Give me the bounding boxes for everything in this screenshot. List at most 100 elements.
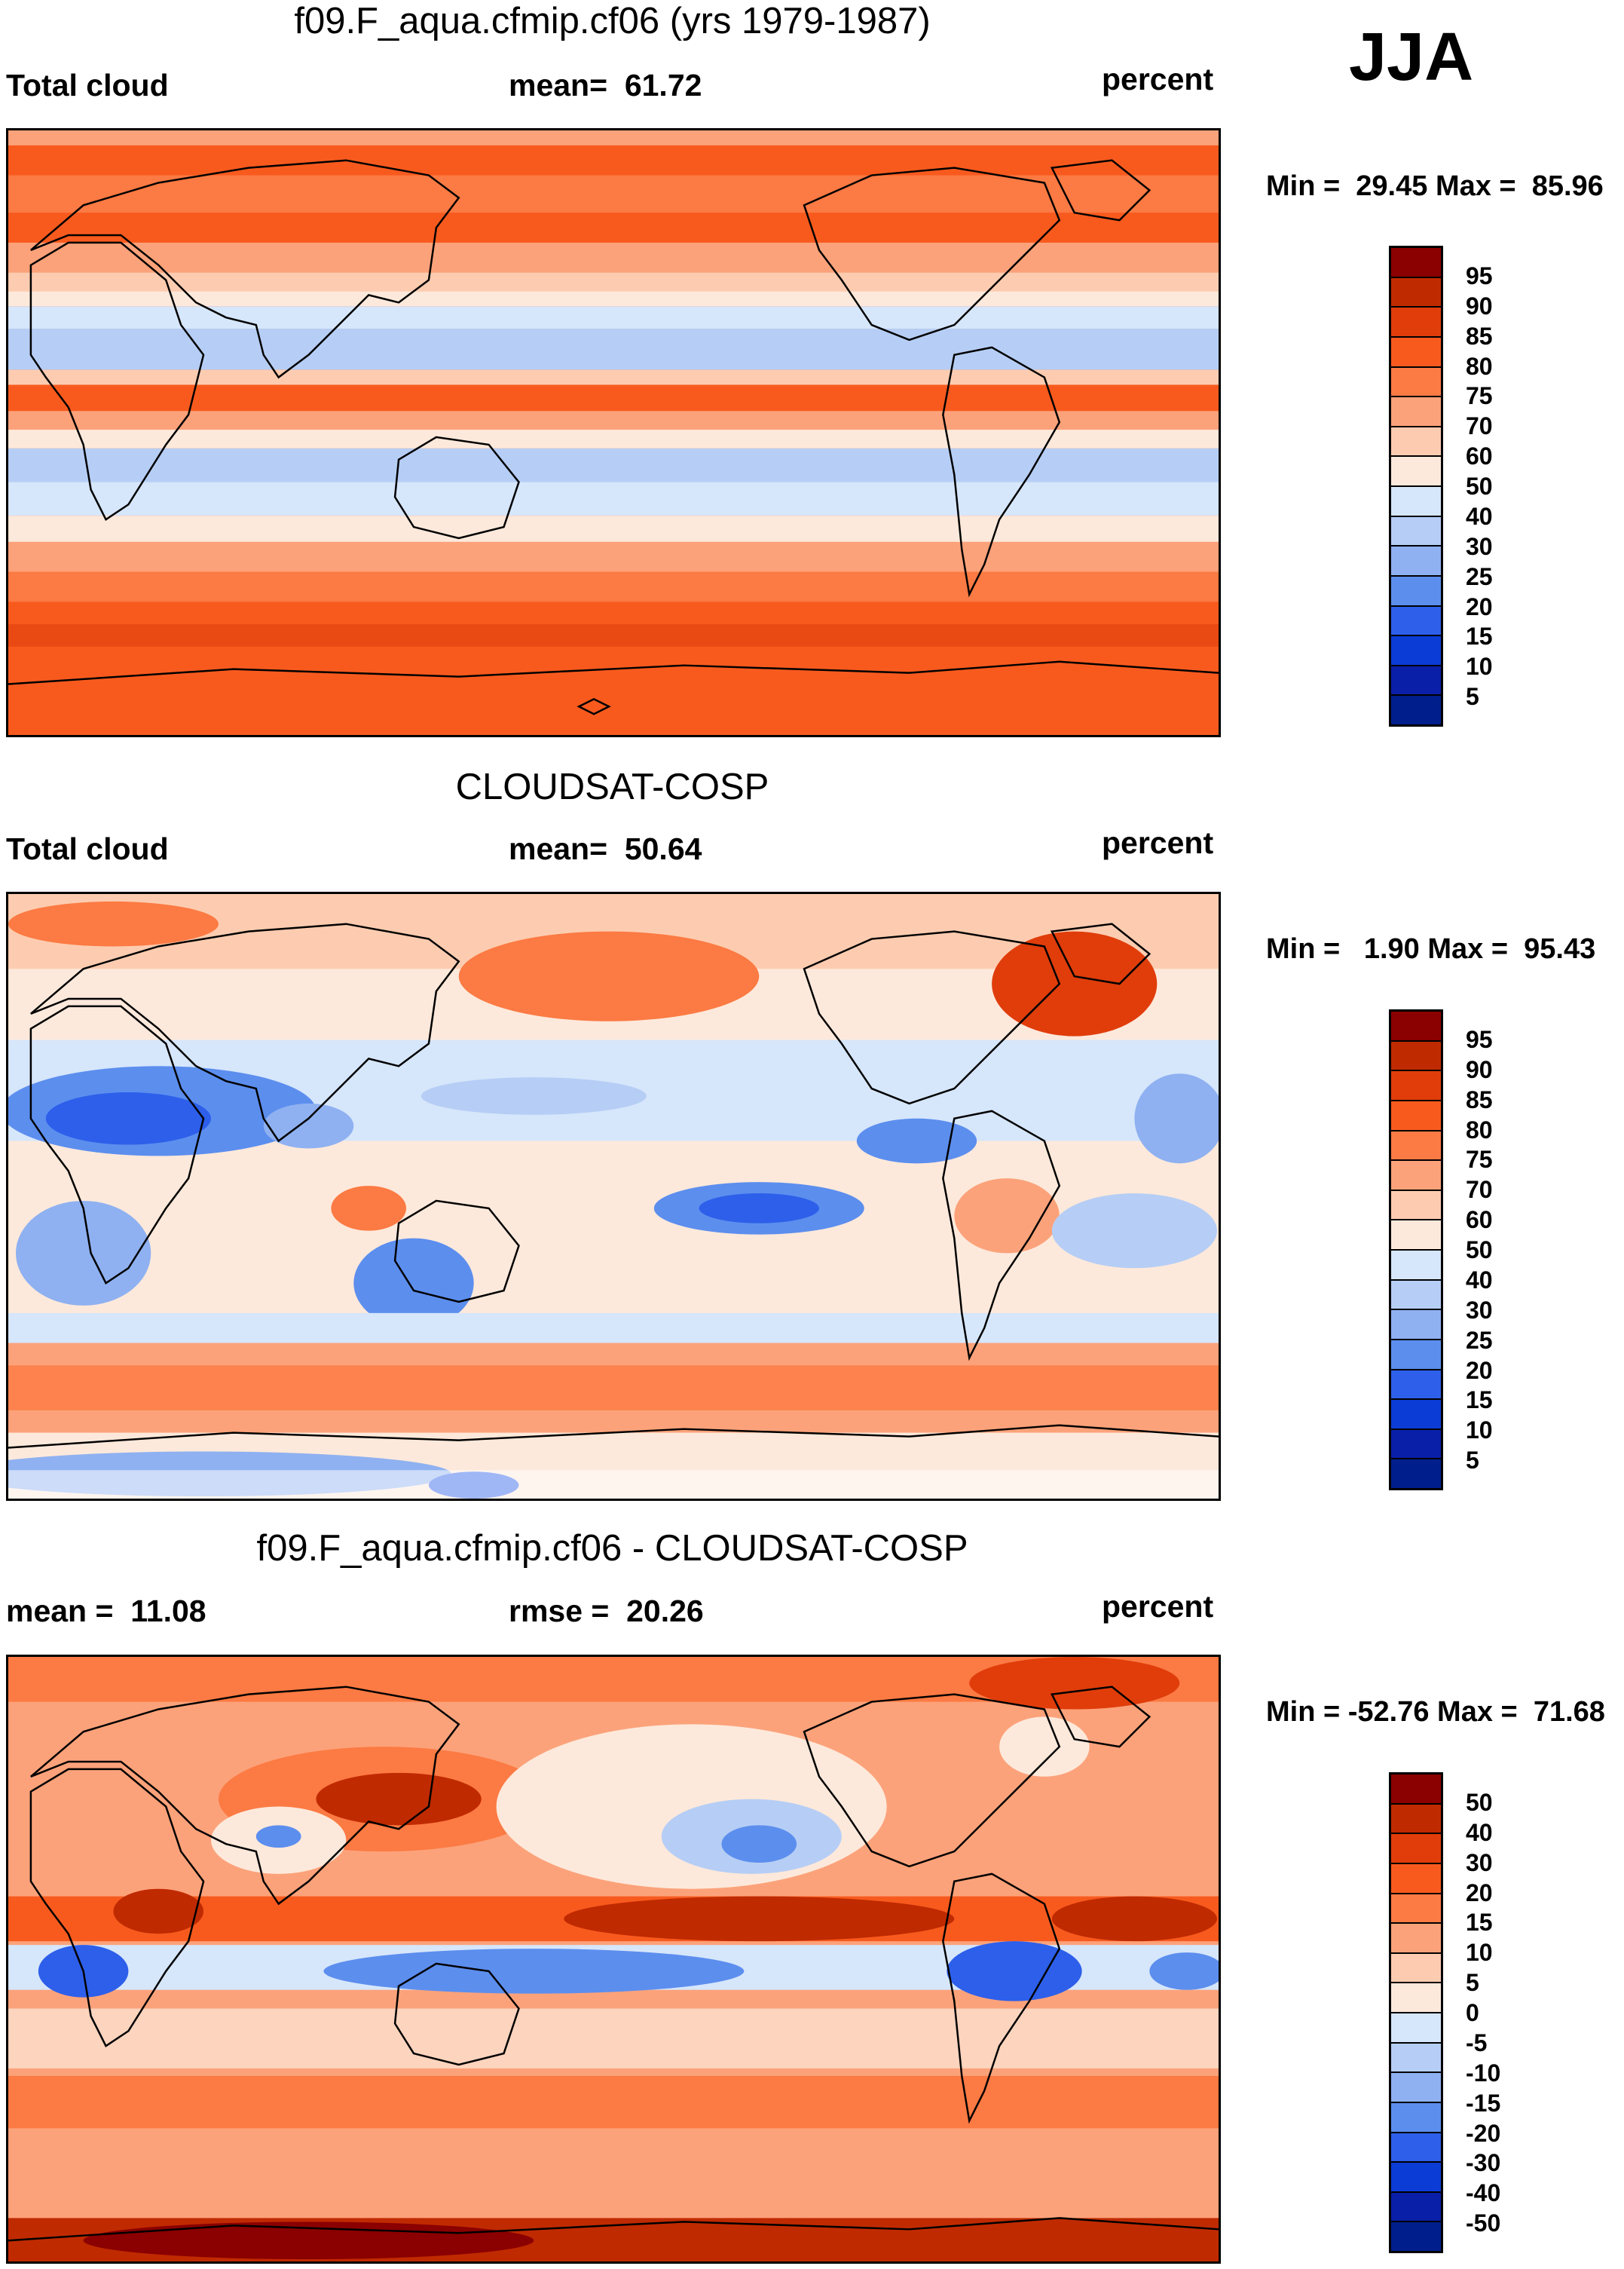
colorbar-tick-label: 90 <box>1466 1055 1493 1083</box>
panel-1-title: f09.F_aqua.cfmip.cf06 (yrs 1979-1987) <box>294 1 931 41</box>
panel-3-units-label: percent <box>1102 1589 1214 1624</box>
colorbar-tick-label: 30 <box>1466 532 1493 560</box>
colorbar-tick-label: 15 <box>1466 1909 1493 1937</box>
colorbar-tick-label: 80 <box>1466 1116 1493 1144</box>
colorbar-cell <box>1391 457 1441 487</box>
colorbar-tick-label: 0 <box>1466 1999 1479 2026</box>
colorbar-tick-label: -15 <box>1466 2089 1501 2117</box>
panel-1-minmax: Min = 29.45 Max = 85.96 <box>1266 170 1604 202</box>
panel-3-map <box>6 1655 1221 2264</box>
colorbar-tick-label: -40 <box>1466 2179 1501 2207</box>
colorbar-tick-label: 50 <box>1466 473 1493 500</box>
colorbar-cell <box>1391 1190 1441 1221</box>
colorbar-cell <box>1391 2163 1441 2193</box>
colorbar-cell <box>1391 1071 1441 1101</box>
colorbar-cell <box>1391 2192 1441 2223</box>
colorbar-cell <box>1391 2043 1441 2074</box>
colorbar-cell <box>1391 1834 1441 1864</box>
panel-3-map-svg <box>8 1657 1219 2261</box>
colorbar-tick-label: -50 <box>1466 2209 1501 2237</box>
colorbar-cell <box>1391 1804 1441 1835</box>
colorbar-tick-label: 20 <box>1466 1356 1493 1384</box>
colorbar-cell <box>1391 2013 1441 2044</box>
panel-1-center-label: mean= 61.72 <box>509 68 702 103</box>
colorbar-tick-label: 70 <box>1466 412 1493 440</box>
colorbar-tick-label: 25 <box>1466 562 1493 590</box>
colorbar-cell <box>1391 1340 1441 1370</box>
colorbar-cell <box>1391 2073 1441 2103</box>
colorbar-tick-label: 10 <box>1466 1939 1493 1967</box>
colorbar-cell <box>1391 1131 1441 1162</box>
colorbar-cell <box>1391 606 1441 637</box>
colorbar-tick-label: 95 <box>1466 1025 1493 1053</box>
panel-3-minmax: Min = -52.76 Max = 71.68 <box>1266 1696 1605 1728</box>
colorbar-cell <box>1391 1310 1441 1340</box>
colorbar-tick-label: -20 <box>1466 2119 1501 2147</box>
panel-3-left-label: mean = 11.08 <box>6 1594 206 1628</box>
colorbar-cell <box>1391 1429 1441 1460</box>
colorbar-tick-label: 20 <box>1466 593 1493 620</box>
colorbar-tick-label: -30 <box>1466 2149 1501 2177</box>
colorbar-cell <box>1391 337 1441 368</box>
colorbar-tick-label: 70 <box>1466 1176 1493 1204</box>
colorbar-cell <box>1391 1924 1441 1954</box>
colorbar-cell <box>1391 397 1441 427</box>
colorbar-tick-label: 60 <box>1466 442 1493 470</box>
panel-2-map-svg <box>8 894 1219 1499</box>
colorbar-tick-label: 25 <box>1466 1326 1493 1354</box>
colorbar-cell <box>1391 367 1441 398</box>
colorbar-tick-label: 40 <box>1466 1266 1493 1294</box>
colorbar-cell <box>1391 576 1441 607</box>
colorbar-cell <box>1391 1101 1441 1131</box>
panel-3-center-label: rmse = 20.26 <box>509 1594 704 1628</box>
colorbar-cell <box>1391 696 1441 724</box>
colorbar-cell <box>1391 1012 1441 1042</box>
panel-2-colorbar <box>1389 1009 1443 1490</box>
colorbar-cell <box>1391 1953 1441 1984</box>
colorbar-tick-label: 90 <box>1466 292 1493 320</box>
panel-2-left-label: Total cloud <box>6 831 169 866</box>
colorbar-cell <box>1391 1041 1441 1072</box>
colorbar-cell <box>1391 516 1441 547</box>
colorbar-tick-label: 5 <box>1466 1969 1479 1997</box>
panel-2-center-label: mean= 50.64 <box>509 831 702 866</box>
colorbar-tick-label: -5 <box>1466 2029 1488 2056</box>
panel-2-title: CLOUDSAT-COSP <box>455 767 769 807</box>
colorbar-cell <box>1391 2133 1441 2163</box>
colorbar-cell <box>1391 1161 1441 1191</box>
colorbar-tick-label: 5 <box>1466 1447 1479 1474</box>
colorbar-cell <box>1391 1983 1441 2013</box>
panel-3-title: f09.F_aqua.cfmip.cf06 - CLOUDSAT-COSP <box>256 1528 968 1569</box>
colorbar-cell <box>1391 2222 1441 2251</box>
colorbar-tick-label: 80 <box>1466 352 1493 380</box>
colorbar-cell <box>1391 1459 1441 1488</box>
colorbar-tick-label: 75 <box>1466 382 1493 410</box>
colorbar-cell <box>1391 636 1441 666</box>
colorbar-tick-label: 30 <box>1466 1296 1493 1324</box>
season-label: JJA <box>1349 20 1474 95</box>
colorbar-cell <box>1391 308 1441 338</box>
colorbar-tick-label: 85 <box>1466 322 1493 350</box>
panel-3-colorbar <box>1389 1772 1443 2253</box>
colorbar-cell <box>1391 1280 1441 1311</box>
colorbar-cell <box>1391 1863 1441 1894</box>
colorbar-cell <box>1391 547 1441 577</box>
colorbar-tick-label: 40 <box>1466 502 1493 530</box>
colorbar-tick-label: 40 <box>1466 1818 1493 1846</box>
colorbar-cell <box>1391 1894 1441 1925</box>
colorbar-tick-label: 10 <box>1466 653 1493 681</box>
colorbar-tick-label: 75 <box>1466 1146 1493 1174</box>
colorbar-cell <box>1391 277 1441 308</box>
colorbar-cell <box>1391 1774 1441 1805</box>
colorbar-tick-label: 10 <box>1466 1416 1493 1444</box>
colorbar-tick-label: 95 <box>1466 262 1493 289</box>
panel-2-minmax: Min = 1.90 Max = 95.43 <box>1266 933 1596 965</box>
colorbar-cell <box>1391 248 1441 278</box>
colorbar-cell <box>1391 2102 1441 2133</box>
colorbar-cell <box>1391 666 1441 697</box>
colorbar-tick-label: 5 <box>1466 683 1479 711</box>
panel-1-map <box>6 128 1221 737</box>
panel-2-map <box>6 892 1221 1501</box>
colorbar-tick-label: 60 <box>1466 1206 1493 1234</box>
colorbar-tick-label: 50 <box>1466 1236 1493 1263</box>
